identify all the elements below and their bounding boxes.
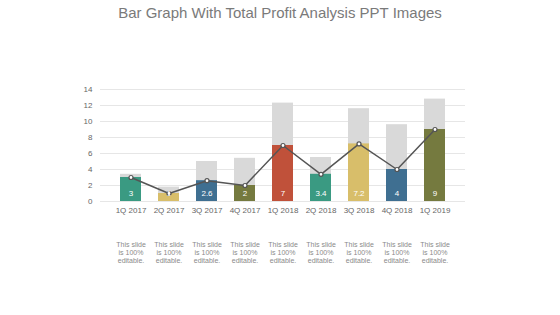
svg-text:7.2: 7.2 bbox=[353, 189, 365, 198]
svg-text:4Q 2018: 4Q 2018 bbox=[382, 206, 413, 215]
svg-text:8: 8 bbox=[88, 133, 93, 142]
svg-text:This slideis 100%editable.: This slideis 100%editable. bbox=[382, 241, 412, 264]
svg-text:4Q 2017: 4Q 2017 bbox=[230, 206, 261, 215]
svg-text:This slideis 100%editable.: This slideis 100%editable. bbox=[192, 241, 222, 264]
svg-text:3.4: 3.4 bbox=[315, 189, 327, 198]
svg-text:6: 6 bbox=[88, 149, 93, 158]
svg-text:2.6: 2.6 bbox=[201, 189, 213, 198]
svg-text:2Q 2017: 2Q 2017 bbox=[154, 206, 185, 215]
svg-text:1Q 2017: 1Q 2017 bbox=[116, 206, 147, 215]
svg-text:This slideis 100%editable.: This slideis 100%editable. bbox=[116, 241, 146, 264]
svg-text:4: 4 bbox=[88, 165, 93, 174]
svg-text:1: 1 bbox=[167, 189, 172, 198]
svg-text:2Q 2018: 2Q 2018 bbox=[306, 206, 337, 215]
svg-text:0: 0 bbox=[88, 197, 93, 206]
svg-text:3Q 2017: 3Q 2017 bbox=[192, 206, 223, 215]
svg-text:This slideis 100%editable.: This slideis 100%editable. bbox=[420, 241, 450, 264]
svg-text:4: 4 bbox=[395, 189, 400, 198]
svg-text:This slideis 100%editable.: This slideis 100%editable. bbox=[268, 241, 298, 264]
html-text:Bar Graph With Total Profit An: Bar Graph With Total Profit Analysis PPT… bbox=[118, 4, 442, 21]
svg-text:1Q 2018: 1Q 2018 bbox=[268, 206, 299, 215]
svg-text:14: 14 bbox=[84, 85, 93, 94]
svg-text:This slideis 100%editable.: This slideis 100%editable. bbox=[344, 241, 374, 264]
svg-text:This slideis 100%editable.: This slideis 100%editable. bbox=[230, 241, 260, 264]
svg-text:This slideis 100%editable.: This slideis 100%editable. bbox=[306, 241, 336, 264]
svg-text:9: 9 bbox=[433, 189, 438, 198]
svg-text:3Q 2018: 3Q 2018 bbox=[344, 206, 375, 215]
svg-text:10: 10 bbox=[84, 117, 93, 126]
svg-text:2: 2 bbox=[88, 181, 93, 190]
svg-text:12: 12 bbox=[84, 101, 93, 110]
svg-text:3: 3 bbox=[129, 189, 134, 198]
svg-text:7: 7 bbox=[281, 189, 286, 198]
svg-text:This slideis 100%editable.: This slideis 100%editable. bbox=[154, 241, 184, 264]
svg-text:1Q 2019: 1Q 2019 bbox=[420, 206, 451, 215]
svg-text:2: 2 bbox=[243, 189, 248, 198]
